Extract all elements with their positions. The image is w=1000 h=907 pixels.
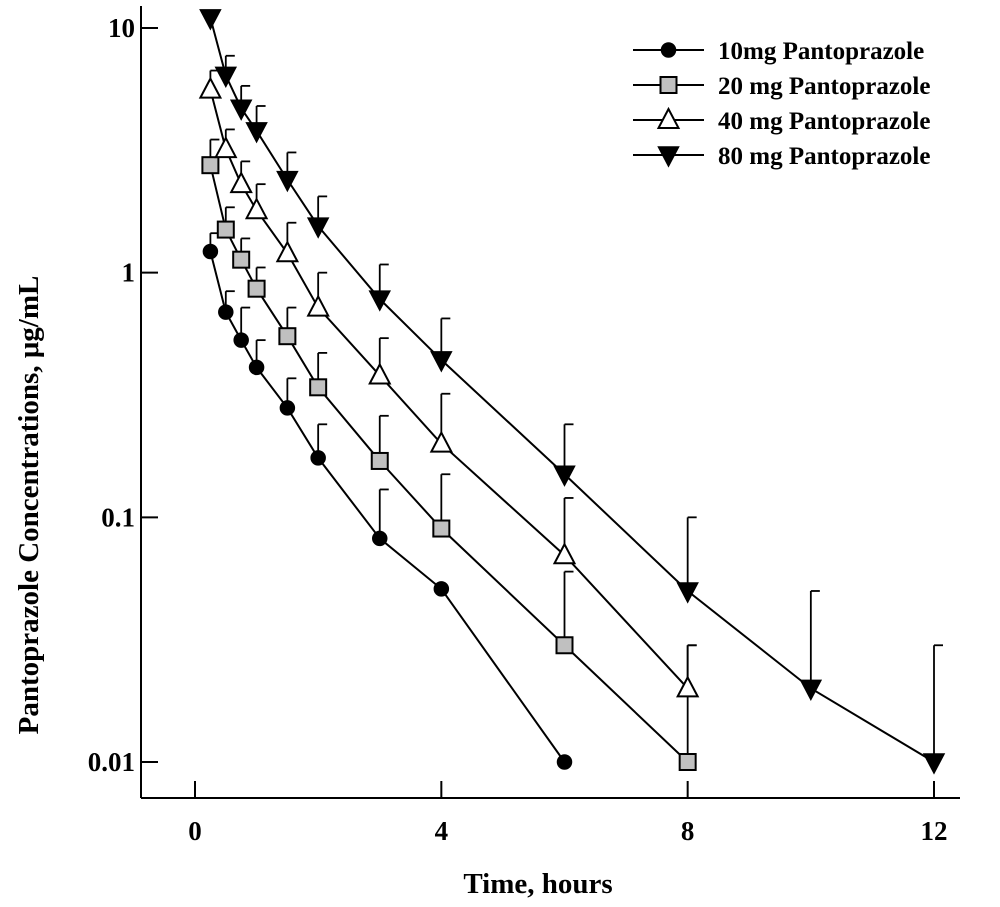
data-point [276, 170, 299, 193]
legend-entry: 40 mg Pantoprazole [633, 106, 930, 135]
data-point [245, 122, 268, 144]
x-tick-label: 0 [188, 816, 202, 846]
data-point [432, 519, 451, 538]
x-tick-label: 4 [435, 816, 449, 846]
axes: 0.01 0.1 1 10 0 4 8 12 [88, 6, 960, 846]
data-point [232, 250, 251, 269]
legend-marker [656, 106, 681, 129]
legend-label: 10mg Pantoprazole [718, 38, 924, 65]
data-point [201, 156, 220, 175]
data-point [247, 279, 266, 298]
data-point [430, 351, 453, 373]
series-2 [201, 138, 697, 771]
data-point [922, 753, 946, 775]
y-tick-label: 0.01 [88, 747, 135, 777]
series-3 [198, 69, 700, 698]
data-point [218, 304, 234, 320]
data-point [370, 451, 389, 470]
data-point [368, 290, 391, 312]
data-point [233, 332, 249, 348]
data-point [309, 378, 328, 397]
legend-entry: 80 mg Pantoprazole [633, 143, 930, 170]
series-1 [202, 232, 573, 770]
data-point [306, 217, 330, 239]
data-point [199, 9, 222, 31]
data-point [553, 465, 576, 487]
data-point [433, 581, 450, 597]
data-point [310, 450, 326, 466]
data-point [555, 636, 574, 655]
legend: 10mg Pantoprazole 20 mg Pantoprazole 40 mg… [633, 38, 930, 170]
legend-marker [657, 146, 680, 168]
data-point [216, 220, 235, 239]
data-point [275, 240, 300, 263]
data-point [678, 753, 697, 771]
y-axis-title: Pantoprazole Concentrations, μg/mL [13, 276, 45, 735]
data-point [429, 430, 453, 453]
data-point [202, 243, 219, 260]
series-line [209, 89, 689, 690]
data-point [676, 675, 700, 698]
legend-marker [660, 42, 677, 58]
legend-label: 20 mg Pantoprazole [718, 73, 930, 100]
x-tick-label: 8 [681, 816, 695, 846]
data-point [368, 362, 392, 385]
x-axis-title: Time, hours [463, 868, 612, 900]
legend-label: 40 mg Pantoprazole [718, 108, 930, 135]
y-tick-label: 1 [122, 258, 136, 288]
data-point [229, 99, 253, 121]
data-point [248, 359, 265, 376]
data-point [198, 76, 223, 99]
data-point [552, 542, 577, 565]
data-point [279, 400, 296, 416]
data-point [229, 171, 253, 194]
legend-marker [659, 76, 678, 94]
data-point [278, 327, 297, 346]
x-tick-label: 12 [921, 816, 948, 846]
data-point [556, 754, 573, 770]
series-4 [199, 9, 946, 775]
legend-label: 80 mg Pantoprazole [718, 143, 930, 170]
data-point [676, 582, 699, 604]
data-point [799, 679, 823, 701]
y-tick-label: 10 [108, 13, 135, 43]
data-point [306, 294, 330, 317]
legend-entry: 10mg Pantoprazole [633, 38, 924, 65]
data-point [372, 530, 388, 547]
series-line [209, 164, 689, 763]
data-point [244, 197, 269, 220]
data-point [214, 66, 238, 89]
data-point [214, 135, 238, 159]
legend-entry: 20 mg Pantoprazole [633, 73, 930, 100]
y-tick-label: 0.1 [101, 502, 135, 532]
plot-series [198, 9, 946, 775]
